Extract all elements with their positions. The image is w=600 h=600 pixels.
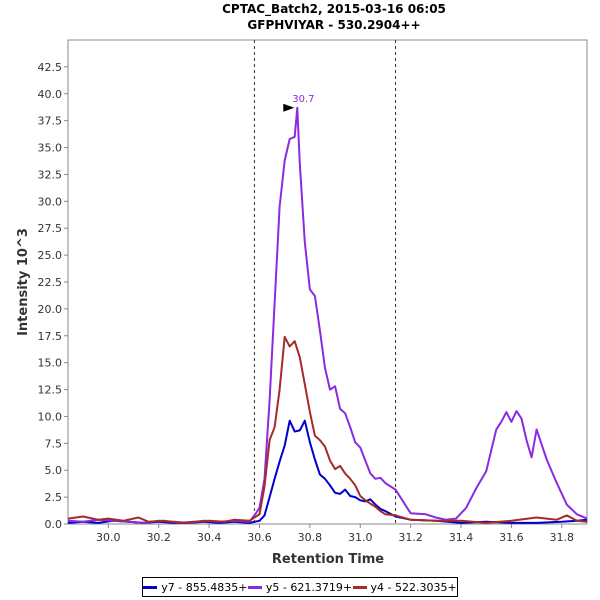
y-tick-label: 37.5 bbox=[38, 115, 63, 128]
y-tick-label: 17.5 bbox=[38, 330, 63, 343]
y-tick-label: 15.0 bbox=[38, 357, 63, 370]
x-axis-label: Retention Time bbox=[272, 552, 384, 567]
x-tick-label: 31.0 bbox=[348, 531, 373, 544]
y-tick-label: 40.0 bbox=[38, 88, 63, 101]
y-axis-ticks: 0.0 2.5 5.0 7.5 10.0 12.5 15.0 17.5 20.0 22.5 25.0… bbox=[38, 61, 68, 531]
legend-swatch-y5 bbox=[247, 585, 262, 589]
y-tick-label: 25.0 bbox=[38, 249, 63, 262]
y-tick-label: 42.5 bbox=[38, 61, 63, 74]
x-axis-ticks: 30.0 30.2 30.4 30.6 30.8 31.0 31.2 31.4 31.6 31.8 bbox=[96, 524, 574, 544]
y-tick-label: 0.0 bbox=[45, 518, 63, 531]
series-layer bbox=[67, 106, 588, 524]
x-tick-label: 31.8 bbox=[550, 531, 575, 544]
x-tick-label: 31.2 bbox=[398, 531, 423, 544]
y-tick-label: 20.0 bbox=[38, 303, 63, 316]
y-tick-label: 7.5 bbox=[45, 437, 63, 450]
legend-swatch-y7 bbox=[143, 585, 158, 589]
y-tick-label: 5.0 bbox=[45, 464, 63, 477]
x-tick-label: 30.2 bbox=[146, 531, 171, 544]
peak-arrow-icon bbox=[283, 103, 295, 112]
plot-area bbox=[67, 39, 588, 525]
y-tick-label: 27.5 bbox=[38, 222, 63, 235]
chart-title: CPTAC_Batch2, 2015-03-16 06:05 bbox=[222, 2, 446, 17]
peak-label: 30.7 bbox=[292, 94, 314, 105]
x-tick-label: 30.4 bbox=[197, 531, 222, 544]
legend-item-y7: y7 - 855.4835+ bbox=[143, 581, 247, 594]
y-tick-label: 12.5 bbox=[38, 384, 63, 397]
legend: y7 - 855.4835+ y5 - 621.3719+ y4 - 522.3… bbox=[142, 577, 458, 597]
legend-label-y7: y7 - 855.4835+ bbox=[161, 580, 248, 594]
y-tick-label: 30.0 bbox=[38, 195, 63, 208]
x-tick-label: 30.6 bbox=[247, 531, 272, 544]
legend-label-y4: y4 - 522.3035+ bbox=[370, 580, 457, 594]
peak-boundaries bbox=[253, 40, 397, 524]
legend-label-y5: y5 - 621.3719+ bbox=[265, 580, 353, 594]
chart-subtitle: GFPHVIYAR - 530.2904++ bbox=[247, 18, 420, 32]
y-tick-label: 22.5 bbox=[38, 276, 63, 289]
y-axis-label: Intensity 10^3 bbox=[16, 228, 31, 336]
x-tick-label: 31.6 bbox=[499, 531, 524, 544]
y-tick-label: 35.0 bbox=[38, 142, 63, 155]
peak-annotation: 30.7 bbox=[283, 94, 315, 112]
legend-item-y5: y5 - 621.3719+ bbox=[247, 580, 353, 594]
legend-swatch-y4 bbox=[352, 585, 367, 589]
x-tick-label: 31.4 bbox=[449, 531, 474, 544]
y-tick-label: 32.5 bbox=[38, 168, 63, 181]
y-tick-label: 2.5 bbox=[45, 491, 63, 504]
x-tick-label: 30.8 bbox=[298, 531, 323, 544]
y-tick-label: 10.0 bbox=[38, 410, 63, 423]
x-tick-label: 30.0 bbox=[96, 531, 121, 544]
legend-item-y4: y4 - 522.3035+ bbox=[352, 580, 457, 594]
series-line-y4 bbox=[67, 335, 588, 524]
